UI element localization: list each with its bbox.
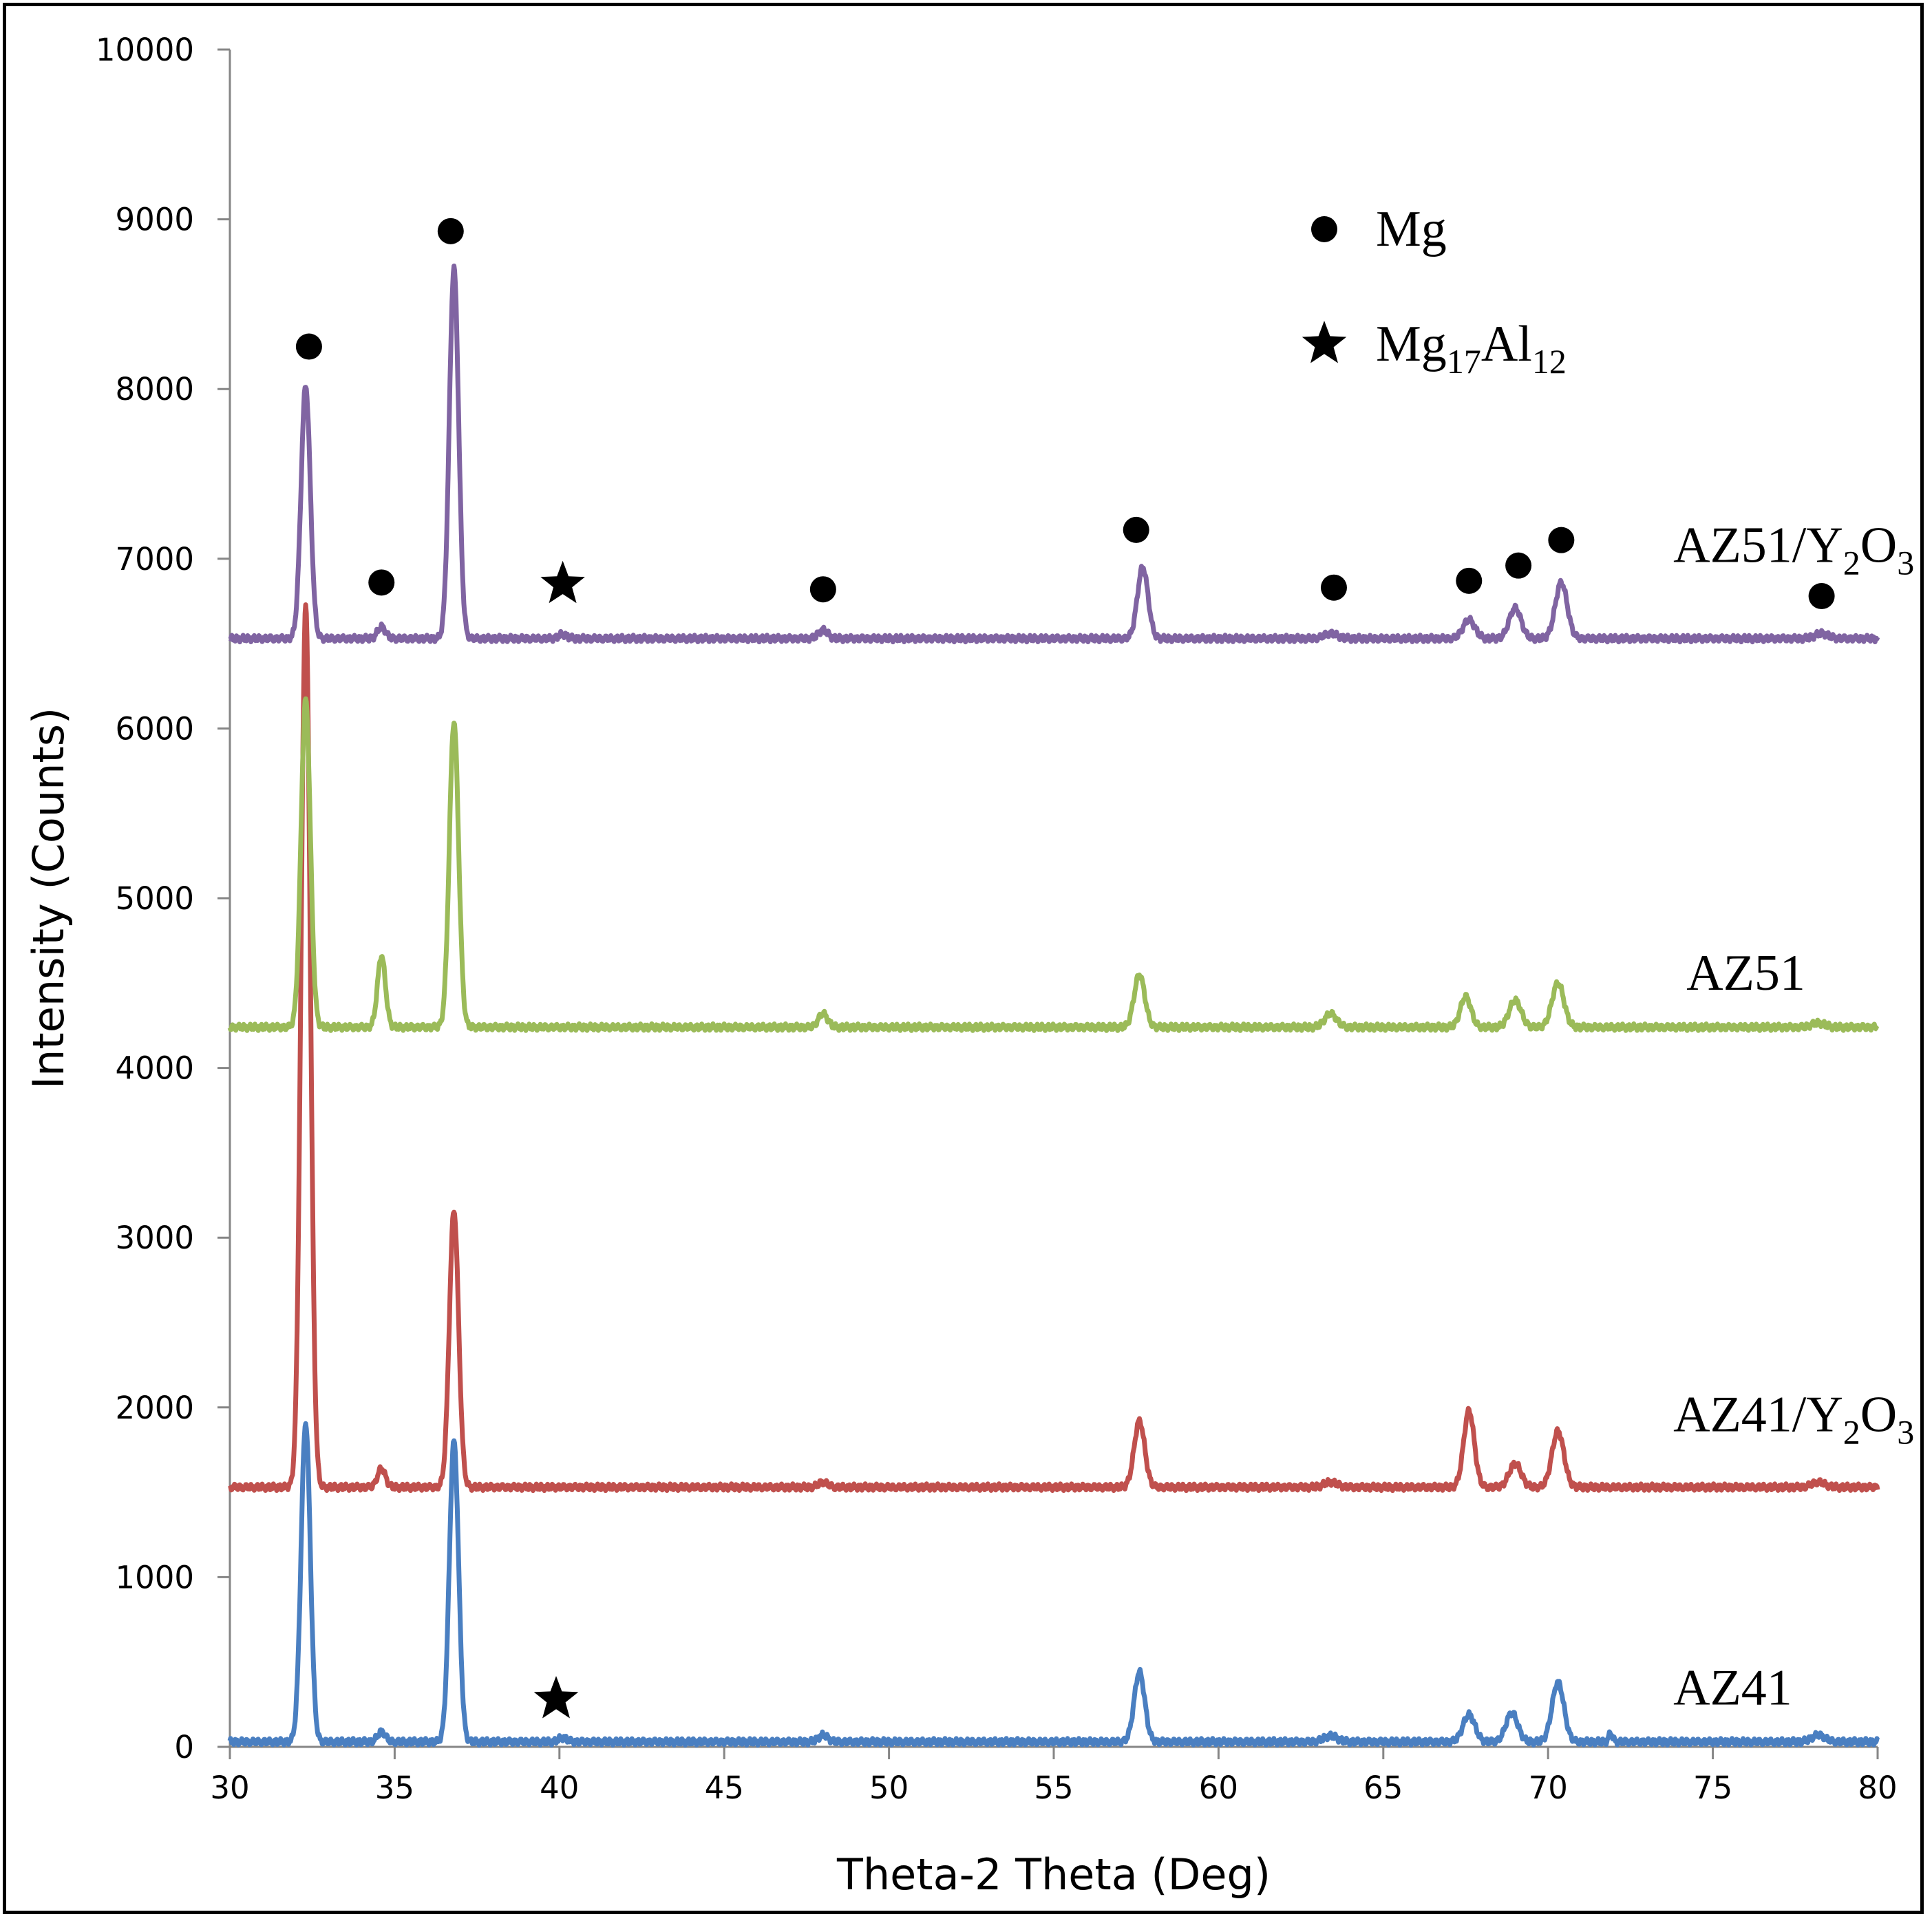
series-label-az41: AZ41 xyxy=(1673,1659,1792,1716)
mg-peak-marker xyxy=(295,333,322,360)
axes: 0 1000 2000 3000 4000 5000 6000 7000 8000 9000 100… xyxy=(96,32,1898,1806)
legend-circle-icon xyxy=(1311,216,1337,242)
phase-markers xyxy=(295,217,1835,1719)
x-tick-label: 80 xyxy=(1858,1770,1897,1806)
y-tick-label: 10000 xyxy=(96,32,194,68)
series-label-az51-y2o3: AZ51/Y2O3 xyxy=(1673,518,1914,582)
series-labels: AZ41 AZ41/Y2O3 AZ51 AZ51/Y2O3 xyxy=(1673,518,1914,1717)
figure-frame xyxy=(3,3,1924,1914)
mg-peak-marker xyxy=(1808,583,1835,610)
x-tick-label: 75 xyxy=(1693,1770,1732,1806)
series-line-az51 xyxy=(227,696,1880,1033)
y-tick-label: 6000 xyxy=(115,710,194,747)
y-tick-label: 9000 xyxy=(115,202,194,238)
x-tick-label: 50 xyxy=(869,1770,909,1806)
mg-peak-marker xyxy=(1456,567,1483,594)
series-label-az51: AZ51 xyxy=(1686,945,1805,1001)
mg-peak-marker xyxy=(1548,527,1575,553)
mg-peak-marker xyxy=(368,569,395,596)
y-tick-label: 2000 xyxy=(115,1390,194,1426)
series-group xyxy=(227,263,1880,1748)
x-tick-label: 40 xyxy=(540,1770,579,1806)
legend-entry-mg17al12: Mg17Al12 xyxy=(1376,316,1567,381)
legend-entry-mg: Mg xyxy=(1376,201,1447,257)
x-tick-label: 55 xyxy=(1034,1770,1073,1806)
x-tick-label: 65 xyxy=(1363,1770,1403,1806)
mg-peak-marker xyxy=(1320,574,1347,601)
y-tick-label: 1000 xyxy=(115,1559,194,1595)
y-axis-title: Intensity (Counts) xyxy=(23,708,74,1089)
mg-peak-marker xyxy=(1123,516,1149,543)
mg17al12-peak-marker xyxy=(540,560,585,604)
x-tick-label: 35 xyxy=(375,1770,414,1806)
y-tick-label: 4000 xyxy=(115,1050,194,1087)
legend-star-icon xyxy=(1302,321,1347,363)
legend: Mg Mg17Al12 xyxy=(1302,201,1567,381)
mg-peak-marker xyxy=(1505,552,1532,579)
x-tick-label: 60 xyxy=(1199,1770,1238,1806)
y-tick-label: 8000 xyxy=(115,371,194,407)
y-tick-label: 0 xyxy=(174,1729,194,1765)
mg17al12-peak-marker xyxy=(533,1676,579,1719)
mg-peak-marker xyxy=(437,217,464,244)
series-line-az41 xyxy=(227,1421,1880,1748)
y-tick-label: 7000 xyxy=(115,541,194,577)
x-tick-label: 70 xyxy=(1529,1770,1568,1806)
x-tick-label: 30 xyxy=(210,1770,249,1806)
series-label-az41-y2o3: AZ41/Y2O3 xyxy=(1673,1386,1914,1451)
x-axis-title: Theta-2 Theta (Deg) xyxy=(836,1849,1271,1900)
y-tick-label: 5000 xyxy=(115,880,194,917)
y-tick-label: 3000 xyxy=(115,1220,194,1256)
series-line-az41-y2o3 xyxy=(227,602,1880,1494)
series-line-az51-y2o3 xyxy=(228,263,1880,645)
mg-peak-marker xyxy=(809,576,836,603)
x-tick-label: 45 xyxy=(705,1770,744,1806)
